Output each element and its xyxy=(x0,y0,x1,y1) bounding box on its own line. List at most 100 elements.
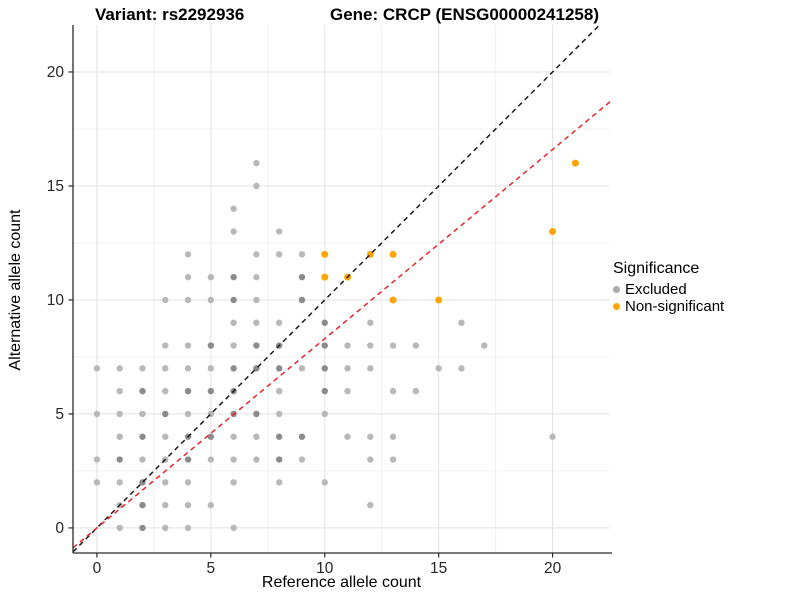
data-point-excluded xyxy=(367,342,374,349)
data-point-excluded xyxy=(162,342,169,349)
y-axis-label: Alternative allele count xyxy=(7,209,24,371)
data-point-excluded xyxy=(344,387,351,395)
legend-item-label: Non-significant xyxy=(625,298,725,315)
data-point-excluded xyxy=(162,524,169,532)
data-point-excluded xyxy=(207,387,215,395)
gene-title: Gene: CRCP (ENSG00000241258) xyxy=(330,5,599,24)
x-tick-label: 5 xyxy=(207,560,216,577)
data-point-excluded xyxy=(93,410,101,418)
data-point-nonsignificant xyxy=(549,228,557,236)
data-point-excluded xyxy=(389,387,397,395)
data-point-excluded xyxy=(116,387,123,395)
data-point-excluded xyxy=(253,319,260,326)
data-point-excluded xyxy=(230,524,237,532)
data-point-excluded xyxy=(389,433,397,440)
data-point-excluded xyxy=(162,479,169,486)
data-point-excluded xyxy=(184,251,192,258)
data-point-excluded xyxy=(275,479,283,486)
data-point-excluded xyxy=(139,524,146,532)
data-point-excluded xyxy=(275,251,283,258)
data-point-excluded xyxy=(184,342,192,349)
x-tick-label: 10 xyxy=(316,560,334,577)
data-point-nonsignificant xyxy=(571,159,579,167)
legend-item-nonsignificant: Non-significant xyxy=(613,298,724,315)
data-point-excluded xyxy=(367,319,374,326)
data-point-excluded xyxy=(298,251,306,258)
data-point-excluded xyxy=(481,342,488,349)
data-point-excluded xyxy=(435,365,442,372)
data-point-excluded xyxy=(139,501,146,509)
data-point-excluded xyxy=(207,365,215,372)
data-point-excluded xyxy=(298,365,306,372)
data-point-excluded xyxy=(275,387,283,395)
data-point-excluded xyxy=(184,479,192,486)
legend-item-label: Excluded xyxy=(625,281,687,298)
x-tick-label: 15 xyxy=(430,560,447,577)
data-point-excluded xyxy=(184,456,192,463)
data-point-excluded xyxy=(275,319,283,326)
data-point-excluded xyxy=(184,296,192,304)
y-tick-label: 0 xyxy=(55,520,64,537)
data-point-excluded xyxy=(275,456,283,463)
data-point-excluded xyxy=(207,433,215,440)
data-point-excluded xyxy=(116,433,123,440)
data-point-excluded xyxy=(344,365,351,372)
data-point-excluded xyxy=(321,319,328,326)
data-point-excluded xyxy=(207,501,215,509)
data-point-excluded xyxy=(230,433,237,440)
data-point-nonsignificant xyxy=(389,296,397,304)
x-tick-label: 0 xyxy=(93,560,102,577)
data-point-excluded xyxy=(253,433,260,440)
data-point-excluded xyxy=(116,365,123,372)
data-point-excluded xyxy=(412,387,420,395)
data-point-excluded xyxy=(321,342,328,349)
data-point-excluded xyxy=(207,296,215,304)
data-point-excluded xyxy=(93,479,101,486)
data-point-excluded xyxy=(230,296,237,304)
variant-title: Variant: rs2292936 xyxy=(95,5,245,24)
data-point-excluded xyxy=(253,273,260,281)
data-point-excluded xyxy=(275,410,283,418)
data-point-excluded xyxy=(253,182,260,190)
data-point-excluded xyxy=(230,456,237,463)
data-point-excluded xyxy=(367,456,374,463)
data-point-excluded xyxy=(162,387,169,395)
data-point-excluded xyxy=(139,365,146,372)
data-point-excluded xyxy=(321,479,328,486)
data-point-excluded xyxy=(230,205,237,212)
data-point-excluded xyxy=(184,501,192,509)
data-point-excluded xyxy=(549,433,556,440)
data-point-excluded xyxy=(253,296,260,304)
data-point-excluded xyxy=(389,456,397,463)
data-point-excluded xyxy=(344,342,351,349)
y-tick-label: 15 xyxy=(47,178,64,195)
legend: Significance Excluded Non-significant xyxy=(613,260,724,315)
data-point-excluded xyxy=(184,410,192,418)
data-point-nonsignificant xyxy=(389,250,397,258)
data-point-excluded xyxy=(184,387,192,395)
data-point-excluded xyxy=(162,365,169,372)
data-point-excluded xyxy=(162,433,169,440)
data-point-excluded xyxy=(321,410,328,418)
data-point-excluded xyxy=(367,365,374,372)
y-tick-label: 10 xyxy=(47,292,65,309)
data-point-nonsignificant xyxy=(321,250,329,258)
data-point-excluded xyxy=(116,410,123,418)
data-point-excluded xyxy=(139,387,146,395)
data-point-excluded xyxy=(253,159,260,167)
data-point-excluded xyxy=(367,501,374,509)
data-point-excluded xyxy=(298,273,306,281)
data-point-excluded xyxy=(116,456,123,463)
data-point-excluded xyxy=(162,410,169,418)
data-point-excluded xyxy=(116,524,123,532)
y-tick-label: 5 xyxy=(55,406,64,423)
data-point-excluded xyxy=(230,342,237,349)
data-point-nonsignificant xyxy=(435,296,443,304)
nonsignificant-swatch-icon xyxy=(613,303,620,310)
data-point-excluded xyxy=(367,433,374,440)
data-point-excluded xyxy=(344,433,351,440)
data-point-excluded xyxy=(230,228,237,235)
data-point-excluded xyxy=(139,410,146,418)
